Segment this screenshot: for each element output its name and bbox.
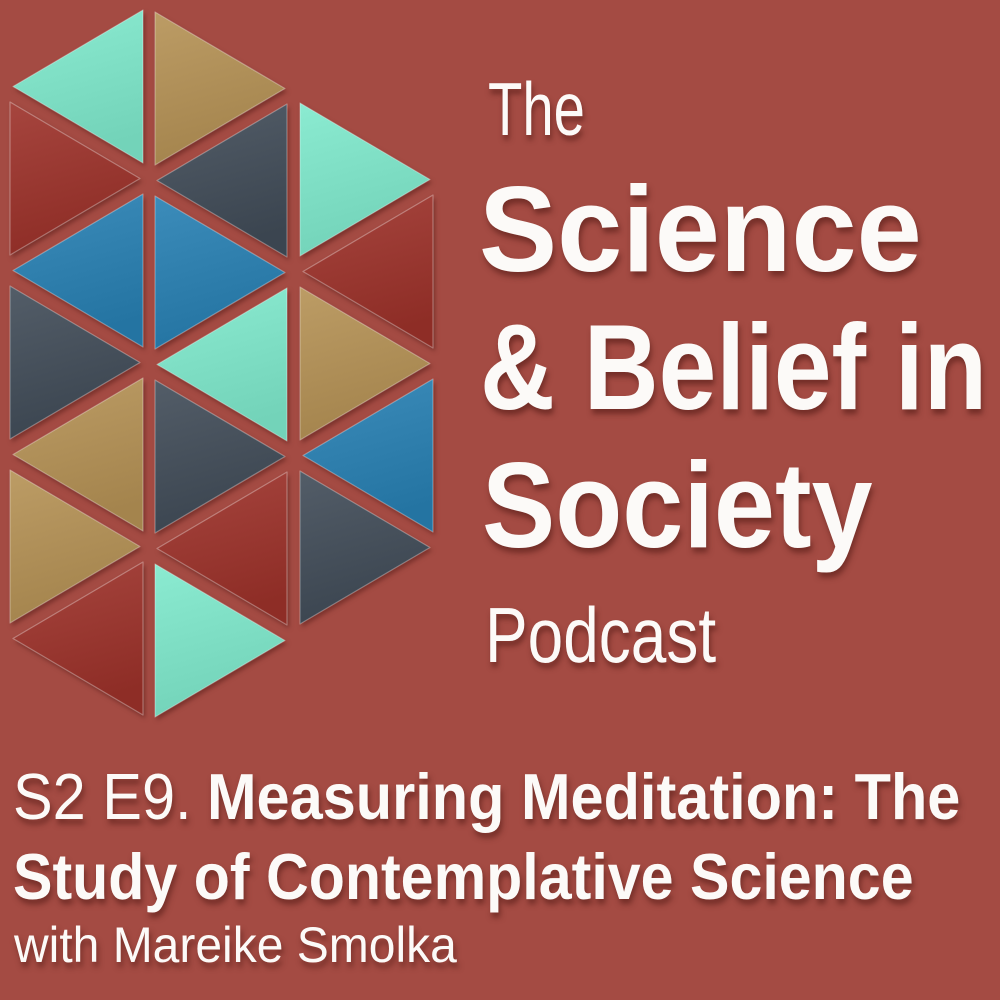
logo-triangle-slate <box>299 470 431 625</box>
title-belief-in: & Belief in <box>480 299 988 435</box>
episode-guest: with Mareike Smolka <box>14 917 457 973</box>
title-the: The <box>488 67 585 151</box>
logo-triangle-teal <box>12 9 144 164</box>
logo-triangle-blue <box>154 195 286 350</box>
logo-triangle-blue <box>12 193 144 348</box>
title-podcast: Podcast <box>485 591 717 679</box>
logo-triangle-grid <box>9 9 434 718</box>
title-science: Science <box>479 161 922 297</box>
logo-triangle-slate <box>9 285 141 440</box>
logo-triangle-blue <box>302 378 434 533</box>
logo-triangle-gold <box>12 377 144 532</box>
logo-triangle-gold <box>9 469 141 624</box>
logo-triangle-teal <box>154 563 286 718</box>
logo-triangle-gold <box>299 286 431 441</box>
logo-triangle-gold <box>154 11 286 166</box>
logo-triangle-slate <box>156 103 288 258</box>
logo-triangle-teal <box>299 102 431 257</box>
title-society: Society <box>482 437 873 573</box>
episode-title-line-1: S2 E9. Measuring Meditation: The <box>13 764 960 829</box>
episode-number: S2 E9. <box>13 760 192 833</box>
logo-triangles <box>9 9 434 718</box>
logo-triangle-dark_red <box>156 471 288 626</box>
logo-triangle-dark_red <box>302 194 434 349</box>
logo-triangle-slate <box>154 379 286 534</box>
episode-title-part-1: Measuring Meditation: The <box>207 760 961 833</box>
episode-title-line-2: Study of Contemplative Science <box>13 840 914 913</box>
logo-triangle-dark_red <box>9 101 141 256</box>
logo-triangle-dark_red <box>12 561 144 716</box>
logo-triangle-teal <box>156 287 288 442</box>
